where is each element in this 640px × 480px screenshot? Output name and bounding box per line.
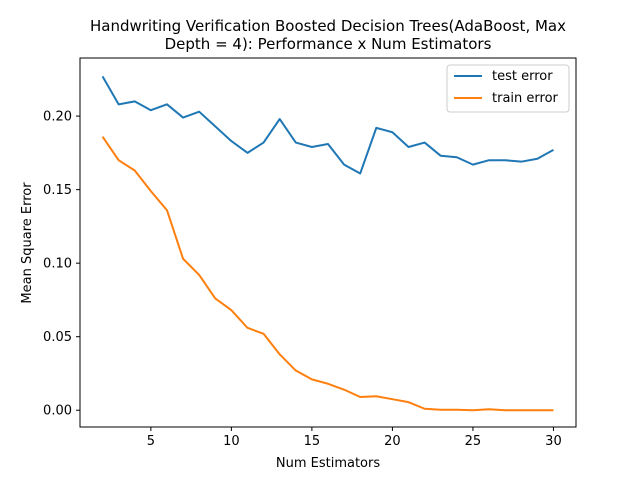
data-point-train-error [311, 378, 313, 380]
data-point-test-error [440, 155, 442, 157]
data-point-train-error [391, 398, 393, 400]
x-tick-label: 15 [304, 434, 321, 449]
data-point-train-error [472, 409, 474, 411]
data-point-train-error [504, 409, 506, 411]
data-point-train-error [456, 409, 458, 411]
data-point-train-error [263, 333, 265, 335]
data-point-train-error [359, 396, 361, 398]
data-point-test-error [134, 100, 136, 102]
legend-label-test-error: test error [492, 69, 553, 84]
data-point-test-error [343, 164, 345, 166]
data-point-train-error [343, 389, 345, 391]
legend-label-train-error: train error [492, 91, 559, 106]
y-axis-label: Mean Square Error [20, 182, 35, 304]
series-line-test-error [101, 75, 554, 175]
data-point-test-error [472, 164, 474, 166]
data-point-train-error [134, 170, 136, 172]
x-tick-label: 5 [147, 434, 155, 449]
chart-title-line-2: Depth = 4): Performance x Num Estimators [165, 35, 492, 53]
data-point-test-error [327, 143, 329, 145]
y-tick-label: 0.20 [43, 110, 72, 125]
data-point-test-error [488, 159, 490, 161]
data-point-test-error [150, 109, 152, 111]
data-point-train-error [408, 401, 410, 403]
plot-frame [79, 57, 577, 428]
data-point-test-error [182, 117, 184, 119]
data-point-train-error [536, 409, 538, 411]
data-point-train-error [102, 136, 104, 138]
data-point-train-error [198, 274, 200, 276]
data-point-test-error [230, 140, 232, 142]
chart-title-line-1: Handwriting Verification Boosted Decisio… [90, 17, 566, 35]
data-point-test-error [295, 142, 297, 144]
data-point-train-error [440, 409, 442, 411]
data-point-test-error [520, 161, 522, 163]
x-tick-label: 10 [223, 434, 240, 449]
x-tick-label: 25 [465, 434, 482, 449]
x-tick-label: 30 [545, 434, 562, 449]
data-point-test-error [552, 149, 554, 151]
data-point-train-error [375, 395, 377, 397]
data-point-test-error [536, 158, 538, 160]
y-axis-ticks: 0.00 0.05 0.10 0.15 0.20 [43, 110, 80, 419]
data-point-test-error [214, 125, 216, 127]
y-tick-label: 0.05 [43, 330, 72, 345]
data-point-test-error [456, 156, 458, 158]
data-point-test-error [359, 172, 361, 174]
data-point-test-error [391, 131, 393, 133]
data-point-train-error [520, 409, 522, 411]
y-tick-label: 0.15 [43, 183, 72, 198]
data-point-train-error [488, 408, 490, 410]
data-point-test-error [166, 103, 168, 105]
x-axis-label: Num Estimators [276, 456, 380, 471]
data-point-test-error [263, 142, 265, 144]
x-tick-label: 20 [384, 434, 401, 449]
data-point-train-error [279, 353, 281, 355]
series-line-train-error [101, 136, 554, 412]
data-point-train-error [246, 327, 248, 329]
data-point-test-error [408, 146, 410, 148]
data-point-train-error [150, 190, 152, 192]
data-point-train-error [182, 258, 184, 260]
y-tick-label: 0.10 [43, 257, 72, 272]
data-point-test-error [375, 127, 377, 129]
data-point-train-error [214, 297, 216, 299]
data-point-test-error [198, 111, 200, 113]
data-point-test-error [102, 75, 104, 77]
data-point-train-error [166, 209, 168, 211]
data-point-test-error [279, 118, 281, 120]
data-point-test-error [311, 146, 313, 148]
data-point-train-error [552, 409, 554, 411]
data-point-train-error [295, 370, 297, 372]
plot-area: 5 10 15 20 25 30 0.00 0.05 0.10 0.15 0.20 [43, 57, 577, 449]
series-layer [101, 75, 554, 412]
legend: test error train error [446, 64, 570, 113]
data-point-test-error [504, 159, 506, 161]
data-point-train-error [230, 309, 232, 311]
data-point-train-error [327, 383, 329, 385]
data-point-test-error [246, 152, 248, 154]
data-point-test-error [118, 103, 120, 105]
x-axis-ticks: 5 10 15 20 25 30 [147, 427, 562, 449]
data-point-test-error [424, 142, 426, 144]
y-tick-label: 0.00 [43, 404, 72, 419]
data-point-train-error [118, 159, 120, 161]
data-point-train-error [424, 408, 426, 410]
